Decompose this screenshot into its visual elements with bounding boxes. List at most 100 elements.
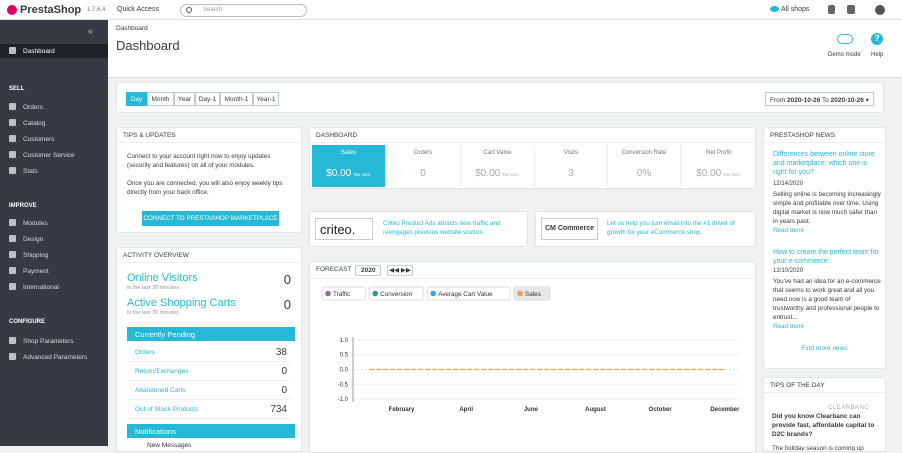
sidebar-item[interactable]: Customers: [9, 135, 54, 143]
tips-title: TIPS & UPDATES: [117, 128, 301, 143]
pending-label[interactable]: Out of Stock Products: [135, 406, 199, 413]
kpi-box[interactable]: Cart Value $0.00 Tax excl.: [461, 145, 535, 187]
tips-panel: TIPS & UPDATES Connect to your account r…: [116, 127, 302, 233]
sidebar-icon: [9, 135, 16, 142]
pending-value: 38: [275, 347, 287, 358]
help-icon[interactable]: ?: [871, 33, 883, 45]
forecast-year[interactable]: 2020: [355, 265, 382, 276]
live-note: in the last 30 minutes: [127, 310, 179, 316]
y-tick-label: 0.5: [340, 353, 349, 359]
sidebar-item[interactable]: Shop Parameters: [9, 337, 74, 345]
collapse-toggle[interactable]: «: [88, 26, 94, 36]
kpi-label: Cart Value: [483, 150, 512, 156]
y-tick-label: 1.0: [340, 338, 349, 344]
kpi-value: $0.00: [475, 168, 501, 179]
kpi-box[interactable]: Sales $0.00 Tax excl.: [312, 145, 386, 187]
legend-label: Conversion: [380, 291, 412, 298]
legend-item[interactable]: Traffic: [321, 286, 366, 301]
forecast-chart: 1.0 0.5 0.0 -0.5 -1.0 February April June August…: [321, 286, 741, 413]
profile-icon[interactable]: [875, 5, 885, 15]
pending-label[interactable]: Orders: [135, 349, 155, 356]
sidebar-icon: [9, 219, 16, 226]
cm-text[interactable]: Let us help you turn email into the #1 d…: [607, 220, 735, 236]
news-title[interactable]: Differences between online store and mar…: [773, 151, 875, 176]
criteo-text[interactable]: Criteo Product Ads attracts new traffic …: [383, 220, 501, 236]
cm-panel: CM Commerce Let us help you turn email i…: [535, 211, 756, 247]
kpi-box[interactable]: Orders 0: [386, 145, 461, 187]
year-nav[interactable]: ◀◀ ▶▶: [387, 265, 413, 276]
cm-logo: CM Commerce: [541, 218, 598, 240]
sidebar-icon: [9, 235, 16, 242]
live-label[interactable]: Online Visitors: [127, 272, 198, 284]
top-bar: [0, 0, 902, 20]
help[interactable]: Help: [871, 52, 884, 58]
period-button[interactable]: Day: [126, 92, 147, 106]
period-button[interactable]: Month-1: [220, 92, 253, 106]
legend-item[interactable]: Average Cart Value: [426, 286, 511, 301]
kpi-value: 3: [568, 168, 574, 179]
sidebar-section: SELL: [9, 86, 25, 92]
kpi-box[interactable]: Net Profit $0.00 Tax excl.: [681, 145, 755, 187]
active-item-bg: [0, 44, 108, 58]
sidebar-item[interactable]: Stats: [9, 167, 38, 175]
news-more[interactable]: Read more: [773, 227, 805, 234]
pending-label[interactable]: Abandoned Carts: [135, 387, 186, 394]
x-tick-label: October: [649, 407, 673, 413]
sidebar-label: Payment: [23, 268, 49, 275]
news-title[interactable]: How to create the perfect team for your …: [773, 249, 879, 265]
sidebar-item[interactable]: Advanced Parameters: [9, 353, 87, 361]
orders-icon[interactable]: [828, 5, 835, 14]
sidebar-icon: [9, 267, 16, 274]
connect-button[interactable]: CONNECT TO PRESTASHOP MARKETPLACE: [142, 211, 279, 226]
kpi-box[interactable]: Visits 3: [535, 145, 608, 187]
demo-toggle[interactable]: [837, 34, 853, 44]
sidebar-item[interactable]: Payment: [9, 267, 49, 275]
kpi-box[interactable]: Conversion Rate 0%: [608, 145, 681, 187]
sidebar-item[interactable]: Design: [9, 235, 43, 243]
live-note: in the last 30 minutes: [127, 285, 179, 291]
legend-chip: [513, 286, 551, 301]
sidebar-item[interactable]: Orders: [9, 103, 43, 111]
search-box[interactable]: Search: [180, 4, 307, 17]
sidebar-item[interactable]: International: [9, 283, 59, 291]
sidebar-label: Advanced Parameters: [23, 354, 88, 361]
y-tick-label: -1.0: [338, 397, 349, 403]
sidebar-label: Customer Service: [23, 152, 75, 159]
find-more[interactable]: Find more news: [801, 345, 848, 352]
legend-dot: [517, 290, 523, 297]
pending-label[interactable]: Return/Exchanges: [135, 368, 189, 375]
period-button[interactable]: Year: [174, 92, 195, 106]
from-date: 2020-10-26: [786, 97, 821, 104]
customers-icon[interactable]: [847, 5, 855, 14]
sidebar-item[interactable]: Shipping: [9, 251, 48, 259]
kpi-value-line: $0.00 Tax excl.: [312, 168, 385, 179]
pending-row: Return/Exchanges 0: [127, 362, 291, 381]
sidebar-item[interactable]: Modules: [9, 219, 48, 227]
legend-item[interactable]: Sales: [513, 286, 551, 301]
legend-item[interactable]: Conversion: [368, 286, 424, 301]
sidebar: « Dashboard SELL Orders Catalog Customers Cu…: [0, 20, 108, 446]
sidebar-active-label: Dashboard: [23, 48, 55, 55]
breadcrumb[interactable]: Dashboard: [116, 25, 148, 32]
x-tick-label: April: [459, 407, 473, 413]
period-button[interactable]: Month: [147, 92, 174, 106]
date-range[interactable]: From 2020-10-26 To 2020-10-26 ▾: [765, 92, 874, 106]
tip-text: The holiday season is coming up: [772, 445, 864, 452]
live-label[interactable]: Active Shopping Carts: [127, 297, 236, 309]
kpi-value-line: $0.00 Tax excl.: [681, 168, 755, 179]
sidebar-label: Design: [23, 236, 44, 243]
news-more[interactable]: Read more: [773, 323, 805, 330]
kpi-value: $0.00: [696, 168, 722, 179]
shop-link[interactable]: All shops: [781, 6, 810, 13]
sidebar-item[interactable]: Customer Service: [9, 151, 75, 159]
dashboard-panel: DASHBOARD Sales $0.00 Tax excl. Orders 0 Cart…: [309, 127, 756, 189]
sidebar-active[interactable]: Dashboard: [9, 47, 55, 55]
legend-label: Sales: [525, 291, 541, 298]
quick-access[interactable]: Quick Access: [117, 6, 160, 13]
sidebar-item[interactable]: Catalog: [9, 119, 45, 127]
brand[interactable]: PrestaShop: [20, 4, 82, 16]
kpi-label: Net Profit: [705, 150, 731, 156]
demo-mode[interactable]: Demo mode: [828, 52, 861, 58]
period-button[interactable]: Year-1: [253, 92, 279, 106]
period-button[interactable]: Day-1: [195, 92, 220, 106]
